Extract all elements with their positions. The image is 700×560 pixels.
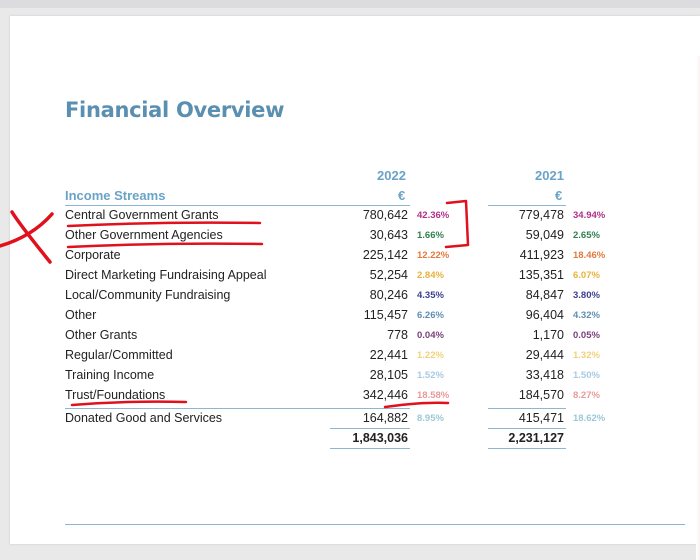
value-2021: 135,351 [518, 268, 564, 282]
value-2022: 780,642 [362, 208, 408, 222]
percent-2021: 8.27% [573, 390, 600, 401]
currency-2021-header: € [555, 188, 563, 203]
rule-below-total-2022 [330, 448, 410, 449]
rule-before-donated-labels [65, 408, 410, 409]
percent-2021: 18.46% [573, 250, 606, 261]
row-label: Local/Community Fundraising [65, 288, 231, 302]
value-2022: 52,254 [369, 268, 408, 282]
value-2022: 22,441 [369, 348, 408, 362]
rule-below-total-2021 [488, 448, 566, 449]
value-2022: 225,142 [362, 248, 408, 262]
row-label: Other Government Agencies [65, 228, 223, 242]
row-label: Other Grants [65, 328, 138, 342]
document-page [10, 16, 700, 560]
page-edge-shadow [696, 56, 700, 560]
value-2022: 30,643 [369, 228, 408, 242]
percent-2022: 12.22% [417, 250, 450, 261]
percent-2022: 42.36% [417, 210, 450, 221]
income-streams-header: Income Streams [65, 188, 166, 203]
row-label: Other [65, 308, 97, 322]
percent-2021: 34.94% [573, 210, 606, 221]
total-2022: 1,843,036 [352, 431, 408, 445]
page-title: Financial Overview [65, 98, 285, 122]
percent-2021: 1.50% [573, 370, 600, 381]
total-2021: 2,231,127 [508, 431, 564, 445]
percent-2022: 1.22% [417, 350, 444, 361]
row-label: Training Income [65, 368, 155, 382]
value-2021: 96,404 [525, 308, 564, 322]
value-2021: 779,478 [518, 208, 564, 222]
percent-2022: 2.84% [417, 270, 444, 281]
value-2022: 28,105 [369, 368, 408, 382]
value-2021: 1,170 [532, 328, 564, 342]
percent-2022: 4.35% [417, 290, 444, 301]
value-2022: 115,457 [363, 308, 408, 322]
row-label: Regular/Committed [65, 348, 173, 362]
rule-before-donated-2021 [488, 408, 566, 409]
percent-2022: 8.95% [417, 413, 444, 424]
percent-2021: 1.32% [573, 350, 600, 361]
percent-2022: 1.52% [417, 370, 444, 381]
value-2021: 415,471 [518, 411, 564, 425]
value-2021: 59,049 [525, 228, 564, 242]
rule-above-total-2022 [330, 428, 410, 429]
rule-above-total-2021 [488, 428, 566, 429]
percent-2021: 2.65% [573, 230, 600, 241]
percent-2021: 4.32% [573, 310, 600, 321]
percent-2021: 3.80% [573, 290, 600, 301]
value-2022: 80,246 [369, 288, 408, 302]
header-rule-labels [65, 205, 410, 206]
percent-2022: 6.26% [417, 310, 444, 321]
row-label: Donated Good and Services [65, 411, 223, 425]
percent-2021: 0.05% [573, 330, 600, 341]
value-2022: 342,446 [362, 388, 408, 402]
row-label: Central Government Grants [65, 208, 219, 222]
value-2022: 778 [387, 328, 408, 342]
header-rule-2021 [488, 205, 566, 206]
value-2021: 33,418 [525, 368, 564, 382]
row-label: Direct Marketing Fundraising Appeal [65, 268, 267, 282]
percent-2022: 0.04% [417, 330, 444, 341]
percent-2021: 18.62% [573, 413, 606, 424]
percent-2022: 1.66% [417, 230, 444, 241]
currency-2022-header: € [398, 188, 406, 203]
row-label: Corporate [65, 248, 121, 262]
value-2022: 164,882 [362, 411, 408, 425]
year-2021-header: 2021 [535, 168, 564, 183]
percent-2022: 18.58% [417, 390, 450, 401]
window-top-bar [0, 0, 700, 8]
value-2021: 29,444 [525, 348, 564, 362]
value-2021: 84,847 [525, 288, 564, 302]
value-2021: 184,570 [518, 388, 564, 402]
row-label: Trust/Foundations [65, 388, 166, 402]
value-2021: 411,923 [519, 248, 564, 262]
year-2022-header: 2022 [377, 168, 406, 183]
percent-2021: 6.07% [573, 270, 600, 281]
bottom-rule [65, 524, 685, 525]
